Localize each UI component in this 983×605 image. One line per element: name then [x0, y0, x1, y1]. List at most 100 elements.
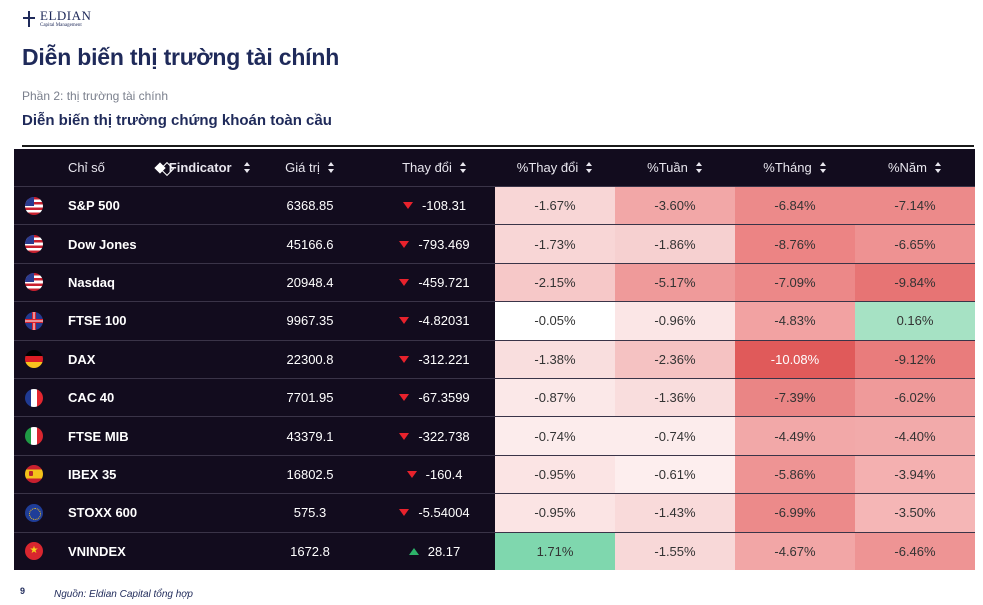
index-price: 1672.8 [290, 543, 330, 559]
pct-change-cell: -1.38% [495, 340, 615, 378]
pct-change-cell: -2.15% [495, 263, 615, 302]
italy-flag-icon [25, 427, 43, 446]
page-number: 9 [20, 586, 26, 596]
index-name: STOXX 600 [68, 505, 138, 521]
index-price: 20948.4 [286, 274, 334, 290]
flag-cell [14, 341, 54, 378]
flag-cell [14, 379, 54, 416]
triangle-down-icon [402, 202, 413, 210]
table-row[interactable]: FTSE 100 9967.35 -4.82031 -0.05% -0.96% -4.83… [14, 301, 975, 340]
table-row[interactable]: Dow Jones 45166.6 -793.469 -1.73% -1.86% -8.7… [14, 224, 975, 263]
index-change: -312.221 [376, 341, 493, 378]
us-flag-icon [25, 235, 43, 254]
triangle-down-icon [399, 394, 410, 402]
section-label: Phần 2: thị trường tài chính [22, 89, 168, 103]
us-flag-icon [25, 196, 43, 215]
flag-cell [14, 187, 54, 224]
year-cell: 0.16% [855, 302, 975, 340]
header-price[interactable]: Giá trị [260, 149, 360, 186]
week-cell: -2.36% [615, 340, 735, 378]
flag-cell [14, 533, 54, 570]
index-change: -108.31 [376, 187, 493, 224]
table-row[interactable]: Nasdaq 20948.4 -459.721 -2.15% -5.17% -7.09% -… [14, 262, 975, 302]
sort-icon [935, 162, 942, 173]
index-change: -322.738 [376, 417, 493, 454]
triangle-down-icon [399, 509, 410, 517]
week-cell: -3.60% [615, 187, 735, 225]
week-cell: -1.43% [615, 494, 735, 532]
year-cell: -9.12% [855, 340, 975, 378]
sort-icon [327, 162, 335, 173]
month-cell: -4.67% [735, 532, 855, 570]
pct-change-cell: -0.05% [495, 302, 615, 340]
pct-change-cell: -1.67% [495, 187, 615, 225]
month-cell: -4.83% [735, 302, 855, 340]
index-price: 45166.6 [286, 236, 334, 252]
triangle-down-icon [399, 355, 410, 363]
flag-cell [14, 494, 54, 531]
table-row[interactable]: STOXX 600 575.3 -5.54004 -0.95% -1.43% -6.99%… [14, 493, 975, 532]
header-pct-change[interactable]: %Thay đổi [495, 149, 615, 186]
triangle-up-icon [408, 547, 419, 555]
week-cell: -1.55% [615, 532, 735, 570]
year-cell: -4.40% [855, 417, 975, 455]
vietnam-flag-icon [25, 542, 43, 561]
flag-cell [14, 417, 54, 454]
table-row[interactable]: S&P 500 6368.85 -108.31 -1.67% -3.60% -6.84% -… [14, 186, 975, 225]
header-year[interactable]: %Năm [855, 149, 975, 186]
germany-flag-icon [25, 350, 43, 369]
header-week[interactable]: %Tuần [615, 149, 735, 186]
sort-icon [695, 162, 703, 173]
index-name: Dow Jones [68, 236, 137, 252]
year-cell: -6.46% [855, 532, 975, 570]
logo-name: ELDIAN [40, 8, 92, 23]
index-name: CAC 40 [68, 390, 115, 406]
pct-change-cell: -0.95% [495, 494, 615, 532]
eldian-cross-icon [22, 10, 36, 27]
month-cell: -6.84% [735, 187, 855, 225]
pct-change-cell: 1.71% [495, 532, 615, 570]
pct-change-cell: -0.74% [495, 417, 615, 455]
pct-change-cell: -1.73% [495, 225, 615, 263]
header-month[interactable]: %Tháng [735, 149, 855, 186]
index-change: -4.82031 [376, 302, 493, 339]
index-name: Nasdaq [68, 274, 115, 290]
month-cell: -10.08% [735, 340, 855, 378]
table-row[interactable]: CAC 40 7701.95 -67.3599 -0.87% -1.36% -7.39% -… [14, 378, 975, 417]
triangle-down-icon [399, 278, 410, 286]
pct-change-cell: -0.87% [495, 379, 615, 417]
flag-cell [14, 456, 54, 493]
flag-cell [14, 264, 54, 301]
year-cell: -6.02% [855, 379, 975, 417]
table-header: Chỉ số Findicator Giá trị Thay đổi %Thay… [14, 149, 975, 186]
month-cell: -7.09% [735, 263, 855, 302]
logo-subtitle: Capital Management [40, 23, 82, 28]
table-row[interactable]: DAX 22300.8 -312.221 -1.38% -2.36% -10.08% -9.… [14, 339, 975, 378]
header-name[interactable]: Chỉ số [68, 160, 105, 175]
index-price: 22300.8 [286, 351, 334, 367]
sort-icon [459, 162, 467, 173]
index-change: -5.54004 [376, 494, 493, 531]
year-cell: -6.65% [855, 225, 975, 263]
week-cell: -1.36% [615, 379, 735, 417]
month-cell: -4.49% [735, 417, 855, 455]
findicator-logo-icon [156, 163, 165, 173]
table-row[interactable]: IBEX 35 16802.5 -160.4 -0.95% -0.61% -5.86% -3… [14, 454, 975, 494]
sort-icon [819, 162, 827, 173]
table-row[interactable]: VNINDEX 1672.8 28.171.71%-1.55%-4.67%-6.46… [14, 531, 975, 570]
findicator-label: Findicator [168, 160, 232, 175]
index-price: 9967.35 [286, 313, 334, 329]
index-name: FTSE MIB [68, 428, 129, 444]
france-flag-icon [25, 388, 43, 407]
header-change[interactable]: Thay đổi [376, 149, 493, 186]
week-cell: -0.74% [615, 417, 735, 455]
header-findicator[interactable]: Findicator [156, 149, 251, 186]
week-cell: -0.61% [615, 455, 735, 494]
source-note: Nguồn: Eldian Capital tổng hợp [54, 589, 193, 600]
index-price: 7701.95 [286, 390, 334, 406]
eldian-logo: ELDIAN Capital Management [22, 9, 91, 28]
year-cell: -3.50% [855, 494, 975, 532]
triangle-down-icon [399, 432, 410, 440]
table-row[interactable]: FTSE MIB 43379.1 -322.738 -0.74% -0.74% -4.49… [14, 416, 975, 455]
index-name: IBEX 35 [68, 466, 117, 482]
